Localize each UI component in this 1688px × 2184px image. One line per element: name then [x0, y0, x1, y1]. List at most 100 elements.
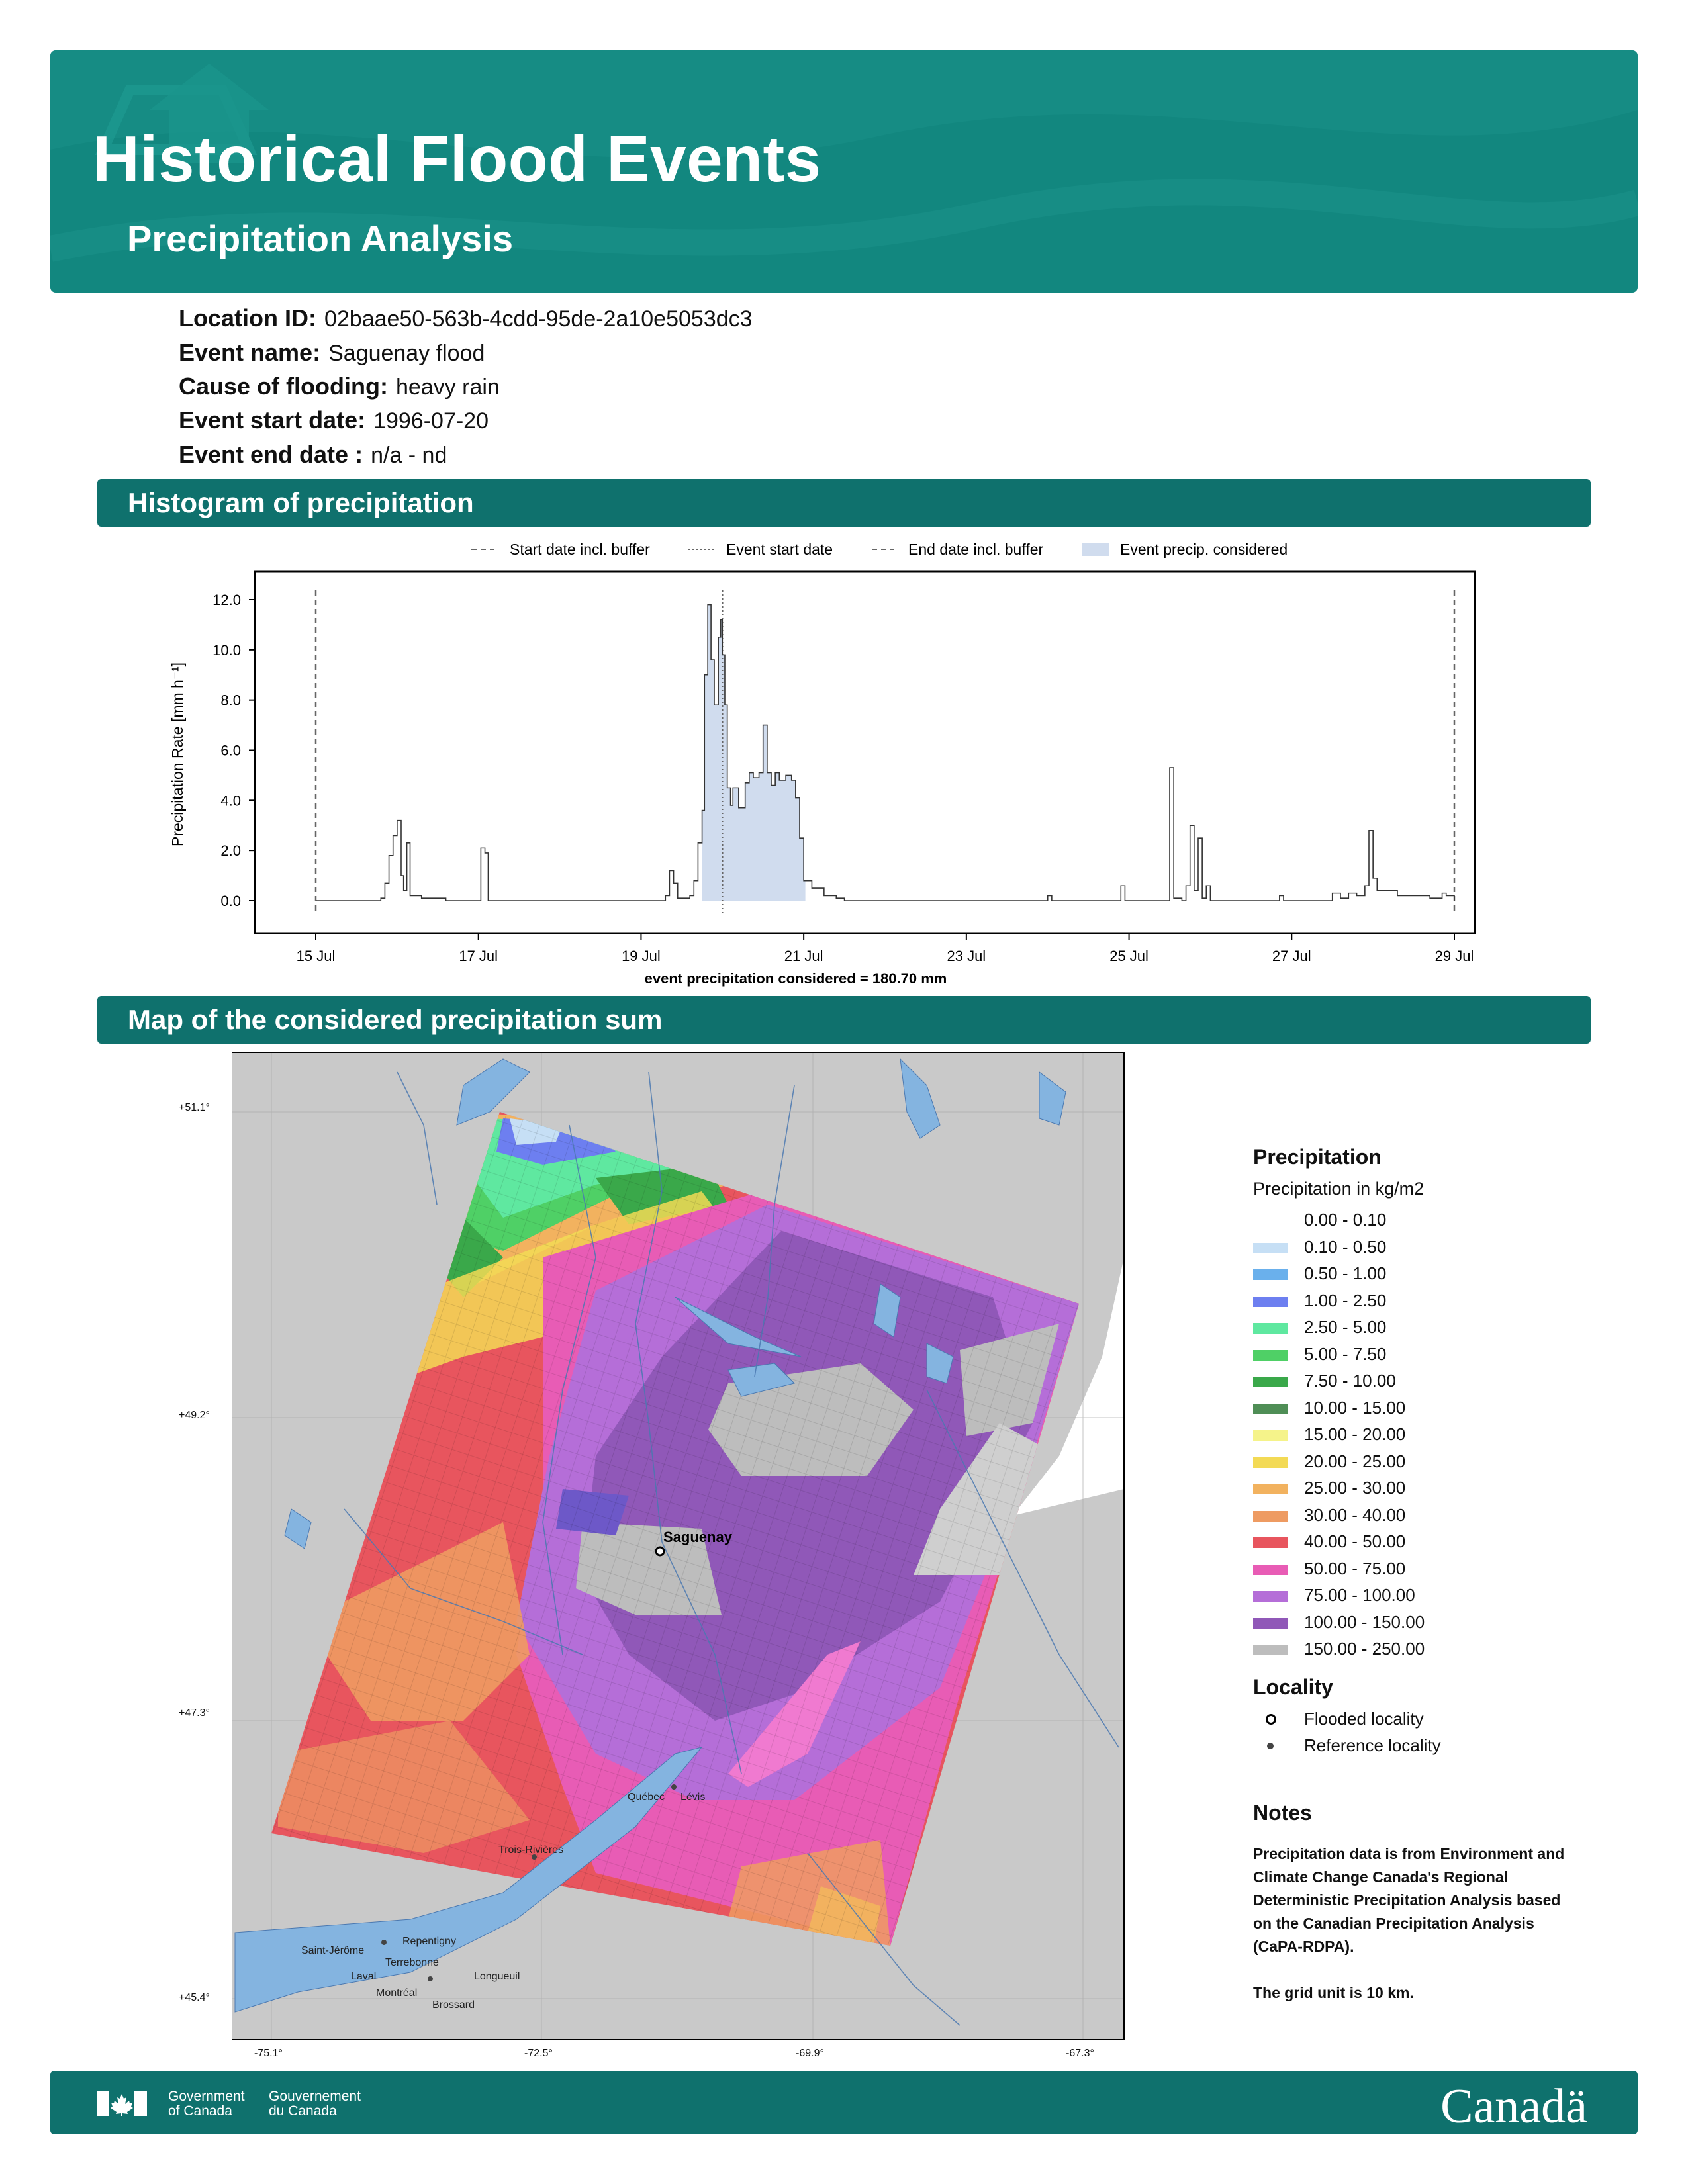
page-subtitle: Precipitation Analysis [127, 218, 513, 259]
map-cities: Saguenay Québec Lévis Trois-Rivières Sai… [301, 1529, 733, 2011]
legend-bin-label: 0.00 - 0.10 [1304, 1210, 1387, 1230]
legend-bin: 30.00 - 40.00 [1253, 1504, 1624, 1531]
legend-locality-title: Locality [1253, 1674, 1333, 1699]
y-tick-label: 6.0 [220, 743, 241, 759]
legend-considered: Event precip. considered [1120, 541, 1288, 558]
notes-line: The grid unit is 10 km. [1253, 1983, 1414, 2001]
gov-en: Government of Canada [168, 2089, 245, 2118]
legend-bin: 0.50 - 1.00 [1253, 1262, 1624, 1289]
precipitation-map: Saguenay Québec Lévis Trois-Rivières Sai… [232, 1051, 1125, 2041]
lat-label-49: +49.2° [179, 1410, 210, 1421]
y-tick-label: 12.0 [212, 592, 241, 608]
legend-end-buffer: End date incl. buffer [908, 541, 1043, 558]
legend-bin: 15.00 - 20.00 [1253, 1423, 1624, 1450]
legend-bin-swatch [1253, 1645, 1288, 1655]
chart-legend: Start date incl. buffer Event start date… [471, 541, 1288, 558]
x-tick-label: 21 Jul [784, 948, 823, 964]
legend-reference: Reference locality [1253, 1734, 1624, 1761]
legend-bin-label: 10.00 - 15.00 [1304, 1397, 1406, 1418]
legend-bin-swatch [1253, 1591, 1288, 1602]
header-wave-decoration [50, 50, 1638, 262]
legend-bin: 1.00 - 2.50 [1253, 1289, 1624, 1316]
lat-label-47: +47.3° [179, 1707, 210, 1719]
legend-bin-swatch [1253, 1403, 1288, 1414]
notes-line: Deterministic Precipitation Analysis bas… [1253, 1891, 1561, 1909]
legend-start-buffer: Start date incl. buffer [510, 541, 650, 558]
lat-label-45: +45.4° [179, 1992, 210, 2003]
city-saguenay-marker [655, 1546, 665, 1557]
x-tick-label: 25 Jul [1109, 948, 1149, 964]
legend-bin: 5.00 - 7.50 [1253, 1343, 1624, 1370]
notes-title: Notes [1253, 1800, 1312, 1825]
lon-label-67: -67.3° [1066, 2048, 1094, 2059]
canada-wordmark: Canadä [1440, 2079, 1587, 2134]
legend-bin-label: 30.00 - 40.00 [1304, 1504, 1406, 1525]
notes-line: Climate Change Canada's Regional [1253, 1868, 1509, 1886]
x-tick-label: 17 Jul [459, 948, 498, 964]
x-tick-label: 29 Jul [1435, 948, 1474, 964]
page-footer: Government of Canada Gouvernement du Canad… [50, 2071, 1638, 2134]
legend-bin-swatch [1253, 1349, 1288, 1361]
map-legend: Precipitation Precipitation in kg/m2 0.0… [1253, 1145, 1624, 2005]
notes-line: on the Canadian Precipitation Analysis [1253, 1914, 1534, 1932]
precipitation-histogram: Start date incl. buffer Event start date… [169, 541, 1476, 987]
legend-bin-label: 100.00 - 150.00 [1304, 1612, 1425, 1632]
flooded-marker-icon [1266, 1713, 1276, 1725]
city-saint-jerome: Saint-Jérôme [301, 1945, 364, 1956]
legend-bin-swatch [1253, 1296, 1288, 1307]
legend-bin-label: 15.00 - 20.00 [1304, 1424, 1406, 1444]
info-start-date: Event start date: 1996-07-20 [179, 406, 489, 433]
y-tick-label: 10.0 [212, 642, 241, 659]
city-montreal: Montréal [376, 1987, 417, 1999]
legend-bin: 2.50 - 5.00 [1253, 1316, 1624, 1343]
city-trois-rivieres: Trois-Rivières [498, 1844, 563, 1856]
legend-bin-label: 0.10 - 0.50 [1304, 1236, 1387, 1257]
info-cause: Cause of flooding: heavy rain [179, 373, 500, 400]
legend-bin-swatch [1253, 1430, 1288, 1441]
legend-bin: 150.00 - 250.00 [1253, 1637, 1624, 1664]
considered-precip-area [702, 604, 806, 901]
gov-fr: Gouvernement du Canada [269, 2089, 361, 2118]
legend-bin-label: 2.50 - 5.00 [1304, 1317, 1387, 1337]
legend-bin-label: 150.00 - 250.00 [1304, 1639, 1425, 1659]
legend-bin-label: 40.00 - 50.00 [1304, 1531, 1406, 1551]
y-tick-label: 2.0 [220, 842, 241, 859]
city-quebec: Québec [628, 1792, 665, 1803]
legend-bin-label: 7.50 - 10.00 [1304, 1371, 1396, 1390]
notes-line [1253, 1958, 1624, 1981]
city-repentigny: Repentigny [402, 1936, 456, 1947]
legend-considered-swatch [1082, 543, 1109, 556]
legend-bin-swatch [1253, 1269, 1288, 1280]
city-brossard: Brossard [432, 1999, 475, 2011]
lon-label-69: -69.9° [796, 2048, 824, 2059]
legend-bin-swatch [1253, 1457, 1288, 1468]
chart-xlabel: event precipitation considered = 180.70 … [645, 970, 947, 987]
legend-bin-swatch [1253, 1323, 1288, 1334]
legend-bin: 25.00 - 30.00 [1253, 1477, 1624, 1504]
info-event-name: Event name: Saguenay flood [179, 339, 485, 366]
map-border [232, 1052, 1125, 2040]
legend-bin: 0.10 - 0.50 [1253, 1236, 1624, 1263]
map-sea [1013, 1257, 1124, 1516]
city-saguenay: Saguenay [663, 1529, 733, 1545]
legend-bin: 10.00 - 15.00 [1253, 1396, 1624, 1424]
legend-bin: 7.50 - 10.00 [1253, 1369, 1624, 1396]
city-longueuil: Longueuil [474, 1971, 520, 1982]
map-rivers [344, 1071, 1119, 2026]
x-tick-label: 19 Jul [622, 948, 661, 964]
legend-bin: 100.00 - 150.00 [1253, 1611, 1624, 1638]
precipitation-series-line [316, 604, 1455, 901]
legend-bins: 0.00 - 0.10 0.10 - 0.50 0.50 - 1.00 1.00 - … [1253, 1208, 1624, 1664]
legend-bin-label: 25.00 - 30.00 [1304, 1478, 1406, 1498]
legend-bin-swatch [1253, 1484, 1288, 1494]
x-tick-label: 23 Jul [947, 948, 986, 964]
legend-bin-label: 1.00 - 2.50 [1304, 1290, 1387, 1310]
chart-ylabel: Precipitation Rate [mm h⁻¹] [169, 662, 186, 846]
legend-bin-swatch [1253, 1510, 1288, 1522]
lon-label-72: -72.5° [524, 2048, 553, 2059]
canada-flag-icon [97, 2091, 147, 2116]
legend-event-start: Event start date [726, 541, 833, 558]
section-map: Map of the considered precipitation sum [97, 996, 1591, 1044]
info-end-date: Event end date : n/a - nd [179, 441, 447, 468]
page-header: Historical Flood Events Precipitation An… [50, 50, 1638, 293]
